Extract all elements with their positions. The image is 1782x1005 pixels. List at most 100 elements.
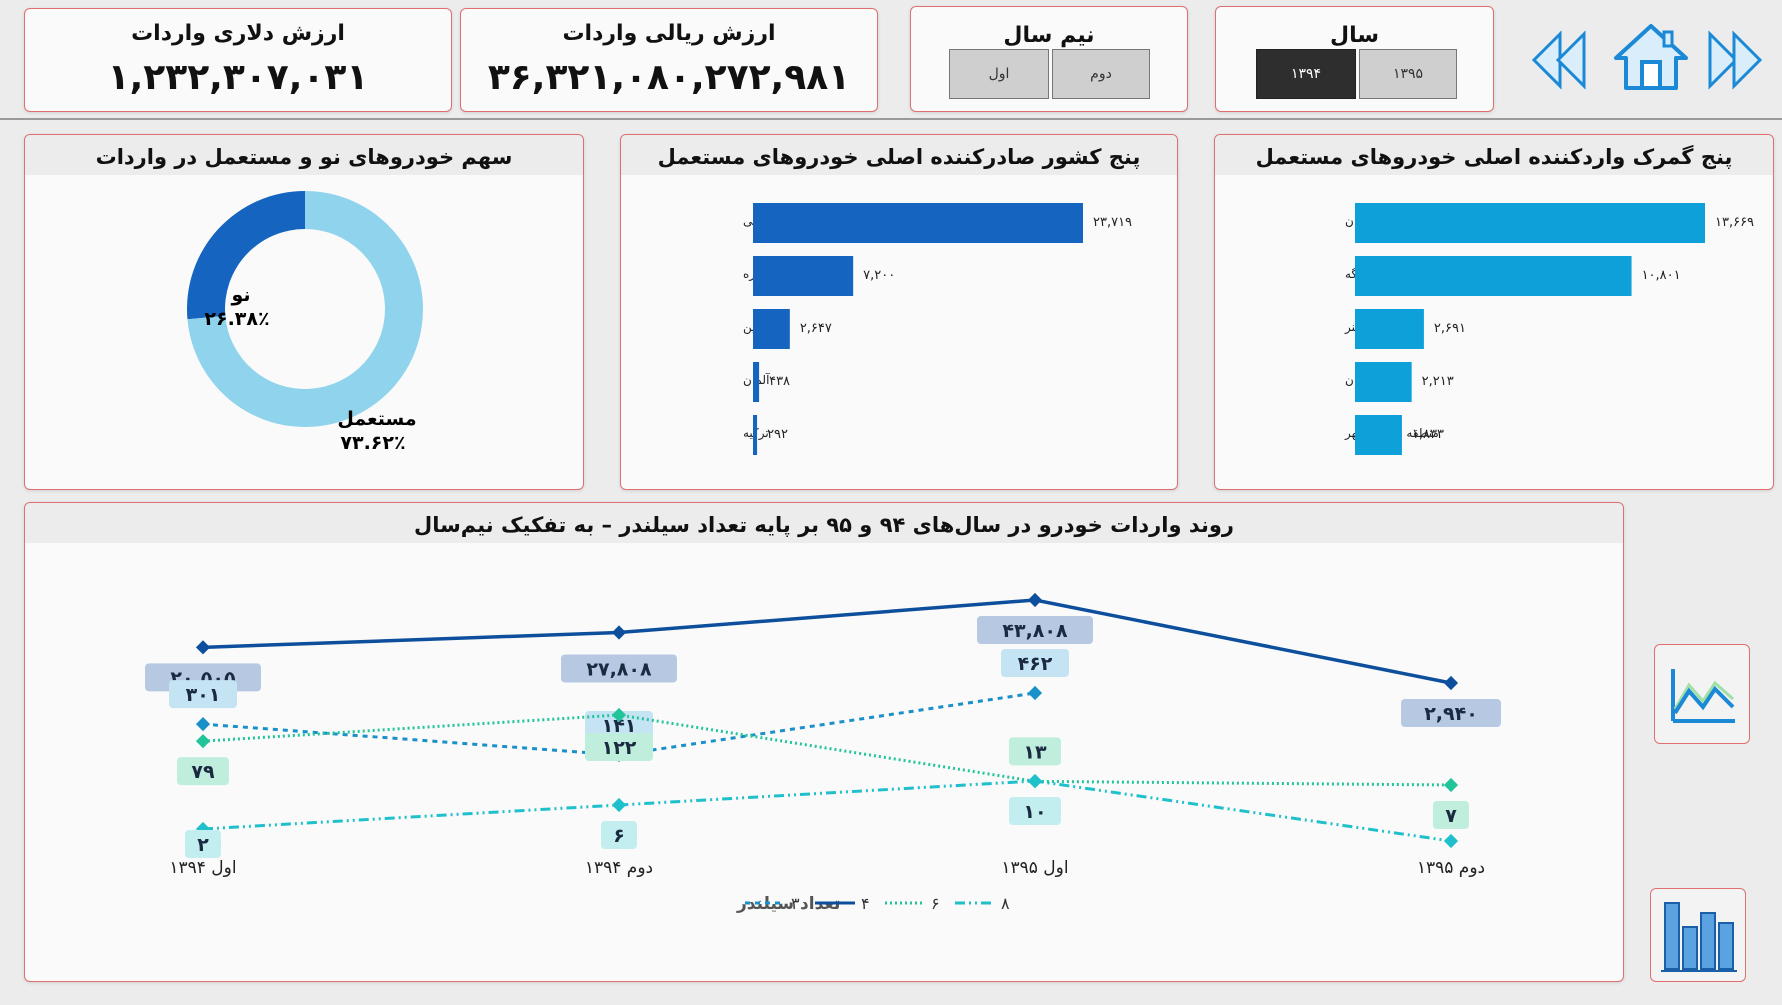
half-year-option-second[interactable]: دوم bbox=[1052, 49, 1150, 99]
series-line-2[interactable] bbox=[202, 713, 1452, 787]
data-label-bg bbox=[1401, 699, 1501, 727]
data-label: ۲ bbox=[197, 834, 209, 856]
donut-new-label: نو bbox=[230, 284, 250, 306]
kpi-rial-value: ۳۶,۳۲۱,۰۸۰,۲۷۲,۹۸۱ bbox=[487, 57, 851, 98]
kpi-dollar-title: ارزش دلاری واردات bbox=[131, 21, 345, 46]
home-icon[interactable] bbox=[1612, 22, 1690, 92]
data-label-bg bbox=[1009, 797, 1061, 825]
data-label: ۳۰۱ bbox=[186, 684, 221, 706]
donut-slice-1[interactable] bbox=[187, 191, 423, 427]
data-label-bg bbox=[169, 680, 237, 709]
data-label-bg bbox=[601, 821, 637, 849]
bar-value-label: ۱۰,۸۰۱ bbox=[1642, 268, 1681, 283]
data-label-bg bbox=[1001, 649, 1069, 677]
header-divider bbox=[0, 118, 1782, 120]
series-point[interactable] bbox=[611, 625, 627, 640]
donut-slice-0[interactable] bbox=[186, 191, 305, 320]
bar[interactable] bbox=[753, 256, 854, 296]
bar-value-label: ۲,۶۹۱ bbox=[1434, 321, 1466, 336]
year-option-1394[interactable]: ۱۳۹۴ bbox=[1256, 49, 1356, 99]
trend-panel-header bbox=[25, 503, 1623, 543]
next-icon[interactable] bbox=[1704, 30, 1764, 90]
data-label-bg bbox=[177, 757, 229, 786]
kpi-rial-card: ارزش ریالی واردات ۳۶,۳۲۱,۰۸۰,۲۷۲,۹۸۱ bbox=[460, 8, 878, 112]
data-label-bg bbox=[1009, 737, 1061, 766]
data-label: ۶ bbox=[613, 825, 625, 847]
donut-new-pct: ۲۶.۳۸٪ bbox=[204, 308, 269, 330]
customs-panel: پنج گمرک واردکننده اصلی خودروهای مستعمل … bbox=[1214, 134, 1774, 490]
x-tick-label: دوم ۱۳۹۵ bbox=[1417, 858, 1485, 878]
bar-value-label: ۲۳,۷۱۹ bbox=[1093, 215, 1132, 230]
bar[interactable] bbox=[1355, 362, 1412, 402]
legend-item-label[interactable]: ۳ bbox=[791, 894, 800, 913]
kpi-dollar-card: ارزش دلاری واردات ۱,۲۳۲,۳۰۷,۰۳۱ bbox=[24, 8, 452, 112]
data-label-bg bbox=[977, 616, 1093, 644]
donut-panel-header bbox=[25, 135, 583, 175]
bar[interactable] bbox=[1355, 256, 1632, 296]
bar[interactable] bbox=[1355, 203, 1705, 243]
countries-title: پنج کشور صادرکننده اصلی خودروهای مستعمل bbox=[657, 145, 1141, 169]
x-tick-label: اول ۱۳۹۵ bbox=[1001, 858, 1068, 878]
data-label: ۷ bbox=[1445, 805, 1457, 827]
bar-value-label: ۱۳,۶۶۹ bbox=[1715, 215, 1754, 230]
data-label-bg bbox=[561, 654, 677, 683]
year-slicer: سال ۱۳۹۴ ۱۳۹۵ bbox=[1215, 6, 1494, 112]
data-label: ۲۷,۸۰۸ bbox=[586, 658, 652, 680]
bar-value-label: ۲,۶۴۷ bbox=[800, 321, 832, 336]
bar[interactable] bbox=[753, 362, 760, 402]
half-year-option-first[interactable]: اول bbox=[949, 49, 1049, 99]
data-label: ۴۳,۸۰۸ bbox=[1002, 620, 1068, 642]
series-point[interactable] bbox=[1443, 675, 1459, 691]
x-tick-label: اول ۱۳۹۴ bbox=[169, 858, 236, 878]
legend-item-label[interactable]: ۸ bbox=[1001, 894, 1010, 913]
customs-panel-header bbox=[1215, 135, 1773, 175]
legend-item-label[interactable]: ۴ bbox=[861, 894, 870, 913]
series-point[interactable] bbox=[1027, 773, 1043, 789]
donut-used-pct: ۷۳.۶۲٪ bbox=[340, 432, 405, 454]
prev-icon[interactable] bbox=[1530, 30, 1590, 90]
series-point[interactable] bbox=[195, 640, 211, 655]
series-point[interactable] bbox=[195, 734, 211, 749]
data-label: ۱۲۲ bbox=[602, 737, 637, 759]
series-point[interactable] bbox=[1443, 777, 1459, 793]
kpi-dollar-value: ۱,۲۳۲,۳۰۷,۰۳۱ bbox=[107, 57, 369, 98]
bar-value-label: ۲۹۲ bbox=[767, 427, 788, 442]
customs-bar-chart: منطقه ویژه سلفچگان۱۳,۶۶۹بندر لنگه۱۰,۸۰۱گ… bbox=[1344, 203, 1754, 455]
series-point[interactable] bbox=[611, 707, 627, 723]
line-chart-button[interactable] bbox=[1654, 644, 1750, 744]
bar[interactable] bbox=[753, 309, 790, 349]
series-point[interactable] bbox=[1027, 685, 1043, 701]
series-line-0[interactable] bbox=[202, 598, 1452, 685]
countries-panel-header bbox=[621, 135, 1177, 175]
data-label: ۱۳ bbox=[1023, 741, 1047, 763]
data-label: ۱۴۱ bbox=[602, 715, 637, 737]
bar[interactable] bbox=[1355, 415, 1402, 455]
donut-used-label: مستعمل bbox=[337, 408, 416, 430]
bar[interactable] bbox=[753, 415, 758, 455]
series-point[interactable] bbox=[195, 717, 211, 732]
bar-chart-button[interactable] bbox=[1650, 888, 1746, 982]
series-point[interactable] bbox=[1027, 592, 1043, 608]
countries-panel: پنج کشور صادرکننده اصلی خودروهای مستعمل … bbox=[620, 134, 1178, 490]
legend-item-label[interactable]: ۶ bbox=[931, 894, 940, 913]
year-option-1395[interactable]: ۱۳۹۵ bbox=[1359, 49, 1457, 99]
bar-value-label: ۷,۲۰۰ bbox=[863, 268, 895, 283]
series-point[interactable] bbox=[611, 797, 627, 813]
bar-value-label: ۲,۲۱۳ bbox=[1422, 374, 1454, 389]
bar-value-label: ۴۳۸ bbox=[769, 374, 790, 389]
countries-bar-chart: امارات متحده عربی۲۳,۷۱۹جمهوری کره۷,۲۰۰چی… bbox=[743, 203, 1132, 455]
series-point[interactable] bbox=[1443, 833, 1459, 849]
bar[interactable] bbox=[1355, 309, 1424, 349]
trend-title: روند واردات خودرو در سال‌های ۹۴ و ۹۵ بر … bbox=[414, 513, 1234, 537]
data-label: ۲,۹۴۰ bbox=[1424, 703, 1478, 725]
bar[interactable] bbox=[753, 203, 1083, 243]
customs-title: پنج گمرک واردکننده اصلی خودروهای مستعمل bbox=[1255, 145, 1733, 169]
series-line-3[interactable] bbox=[202, 779, 1452, 843]
bar-chart-icon bbox=[1661, 902, 1737, 972]
kpi-rial-title: ارزش ریالی واردات bbox=[562, 21, 776, 46]
line-chart-icon bbox=[1671, 669, 1735, 723]
trend-panel: روند واردات خودرو در سال‌های ۹۴ و ۹۵ بر … bbox=[24, 502, 1624, 982]
data-label-bg bbox=[585, 733, 653, 761]
bar-value-label: ۱,۸۳۳ bbox=[1412, 427, 1444, 442]
